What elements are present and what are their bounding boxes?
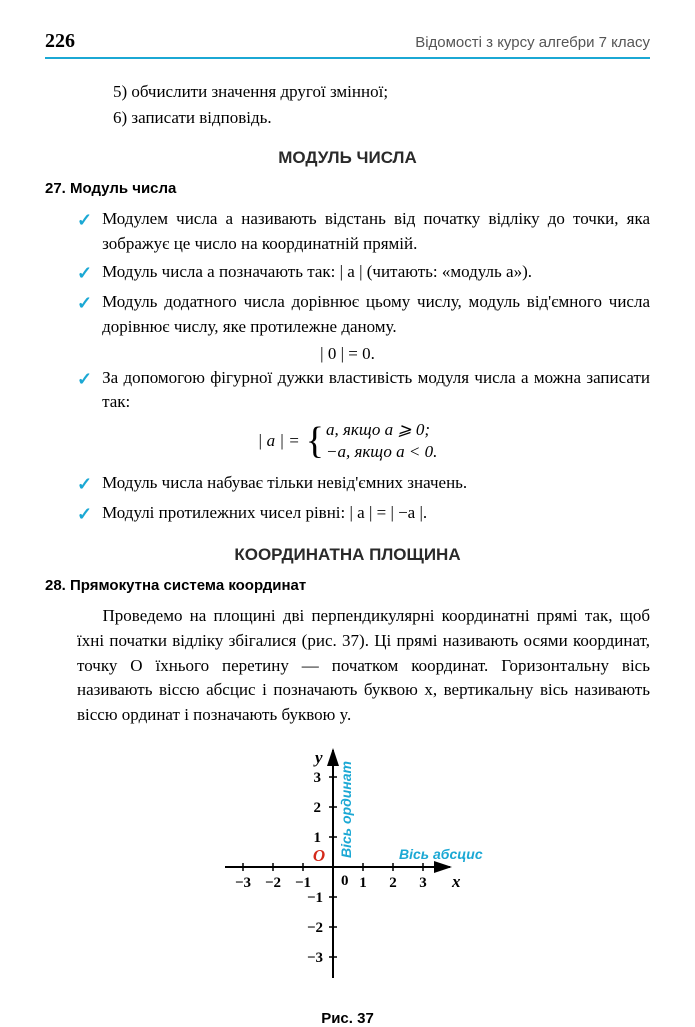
svg-text:Вісь абсцис: Вісь абсцис [399,846,483,862]
bullet-6: ✓ Модулі протилежних чисел рівні: | a | … [77,501,650,527]
svg-text:2: 2 [313,800,321,816]
svg-text:−1: −1 [294,875,310,891]
topic-27: 27. Модуль числа [45,180,650,197]
bullet-3: ✓ Модуль додатного числа дорівнює цьому … [77,290,650,339]
brace-definition: | a | = { a, якщо a ⩾ 0; −a, якщо a < 0. [45,419,650,463]
figure-37: 1 2 3 −3 −2 −1 1 2 3 −1 −2 −3 0 Ox y Вісь абсцис Вісь ор… [45,742,650,1027]
section-heading-coord: КООРДИНАТНА ПЛОЩИНА [45,545,650,565]
equation-zero: | 0 | = 0. [45,344,650,364]
bullet-5: ✓ Модуль числа набуває тільки невід'ємни… [77,471,650,497]
check-icon: ✓ [77,290,92,316]
svg-text:−2: −2 [264,875,280,891]
brace-case-1: a, якщо a ⩾ 0; [326,419,437,441]
figure-caption: Рис. 37 [321,1010,374,1027]
bullet-3-text: Модуль додатного числа дорівнює цьому чи… [102,290,650,339]
svg-text:y: y [313,748,323,767]
svg-text:−3: −3 [234,875,250,891]
check-icon: ✓ [77,366,92,392]
svg-text:3: 3 [313,770,321,786]
svg-text:−2: −2 [306,920,322,936]
svg-text:−3: −3 [306,950,322,966]
svg-text:3: 3 [419,875,427,891]
page-number: 226 [45,30,75,53]
page-header: 226 Відомості з курсу алгебри 7 класу [45,30,650,59]
bullet-2-text: Модуль числа a позначають так: | a | (чи… [102,260,650,285]
coord-paragraph: Проведемо на площині дві перпендикулярні… [77,604,650,727]
bullet-1-text: Модулем числа a називають відстань від п… [102,207,650,256]
brace-cases: a, якщо a ⩾ 0; −a, якщо a < 0. [326,419,437,463]
check-icon: ✓ [77,471,92,497]
svg-text:Вісь ординат: Вісь ординат [338,761,354,858]
svg-text:1: 1 [359,875,367,891]
bullet-6-text: Модулі протилежних чисел рівні: | a | = … [102,501,650,526]
bullet-2: ✓ Модуль числа a позначають так: | a | (… [77,260,650,286]
bullet-4: ✓ За допомогою фігурної дужки властивіст… [77,366,650,415]
svg-text:1: 1 [313,830,321,846]
brace-case-2: −a, якщо a < 0. [326,441,437,463]
bullet-5-text: Модуль числа набуває тільки невід'ємних … [102,471,650,496]
coordinate-plane-svg: 1 2 3 −3 −2 −1 1 2 3 −1 −2 −3 0 Ox y Вісь абсцис Вісь ор… [198,742,498,1002]
bullet-4-text: За допомогою фігурної дужки властивість … [102,366,650,415]
brace-lhs: | a | = [258,431,300,451]
brace-symbol: { [306,422,324,460]
svg-text:2: 2 [389,875,397,891]
svg-text:−1: −1 [306,890,322,906]
check-icon: ✓ [77,207,92,233]
svg-text:0: 0 [341,873,349,889]
svg-text:x: x [451,872,461,891]
svg-text:O: O [312,846,324,865]
check-icon: ✓ [77,501,92,527]
bullet-1: ✓ Модулем числа a називають відстань від… [77,207,650,256]
check-icon: ✓ [77,260,92,286]
section-heading-modulus: МОДУЛЬ ЧИСЛА [45,148,650,168]
running-title: Відомості з курсу алгебри 7 класу [415,34,650,51]
list-item-6: 6) записати відповідь. [113,105,650,131]
list-item-5: 5) обчислити значення другої змінної; [113,79,650,105]
topic-28: 28. Прямокутна система координат [45,577,650,594]
